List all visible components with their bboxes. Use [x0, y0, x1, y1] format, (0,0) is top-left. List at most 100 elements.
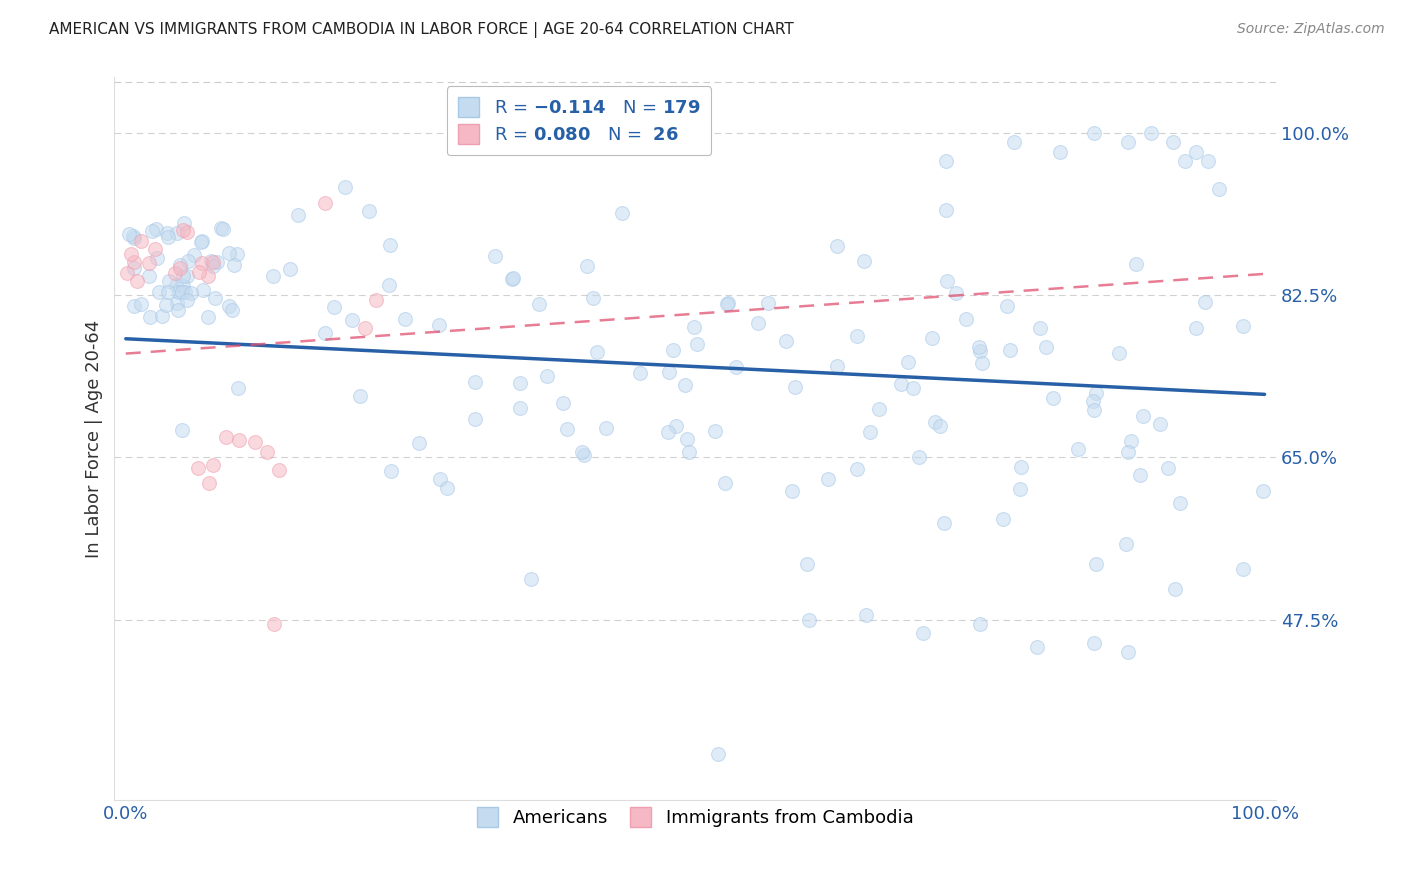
Point	[157, 285, 180, 299]
Point	[172, 423, 194, 437]
Point	[673, 378, 696, 392]
Point	[509, 376, 531, 390]
Point	[969, 343, 991, 358]
Point	[172, 268, 194, 283]
Point	[207, 255, 229, 269]
Point	[180, 285, 202, 300]
Point	[243, 435, 266, 450]
Point	[683, 319, 706, 334]
Point	[797, 613, 820, 627]
Point	[156, 226, 179, 240]
Point	[501, 272, 523, 286]
Point	[157, 274, 180, 288]
Point	[827, 359, 849, 374]
Point	[1028, 320, 1050, 334]
Point	[484, 249, 506, 263]
Point	[221, 302, 243, 317]
Point	[1002, 136, 1025, 150]
Point	[322, 300, 344, 314]
Point	[658, 365, 681, 379]
Point	[145, 242, 167, 256]
Point	[129, 296, 152, 310]
Point	[212, 221, 235, 235]
Point	[380, 237, 402, 252]
Point	[287, 208, 309, 222]
Point	[429, 472, 451, 486]
Point	[783, 380, 806, 394]
Point	[1139, 126, 1161, 140]
Point	[1085, 558, 1108, 572]
Point	[122, 231, 145, 245]
Point	[1025, 640, 1047, 655]
Point	[969, 617, 991, 632]
Point	[138, 256, 160, 270]
Point	[1010, 482, 1032, 496]
Point	[675, 432, 697, 446]
Point	[574, 448, 596, 462]
Point	[165, 277, 187, 292]
Point	[817, 471, 839, 485]
Point	[936, 274, 959, 288]
Point	[1119, 434, 1142, 449]
Point	[678, 444, 700, 458]
Point	[314, 195, 336, 210]
Point	[581, 291, 603, 305]
Point	[911, 626, 934, 640]
Point	[1157, 461, 1180, 475]
Point	[183, 248, 205, 262]
Point	[191, 283, 214, 297]
Point	[1085, 385, 1108, 400]
Point	[269, 462, 291, 476]
Point	[174, 285, 197, 299]
Text: AMERICAN VS IMMIGRANTS FROM CAMBODIA IN LABOR FORCE | AGE 20-64 CORRELATION CHAR: AMERICAN VS IMMIGRANTS FROM CAMBODIA IN …	[49, 22, 794, 38]
Point	[197, 475, 219, 490]
Point	[202, 259, 225, 273]
Point	[1208, 181, 1230, 195]
Point	[177, 254, 200, 268]
Point	[571, 445, 593, 459]
Point	[340, 313, 363, 327]
Point	[124, 299, 146, 313]
Point	[218, 300, 240, 314]
Point	[122, 261, 145, 276]
Point	[191, 234, 214, 248]
Point	[218, 246, 240, 260]
Point	[846, 461, 869, 475]
Point	[1129, 467, 1152, 482]
Point	[897, 355, 920, 369]
Point	[380, 464, 402, 478]
Point	[991, 511, 1014, 525]
Point	[201, 255, 224, 269]
Point	[868, 402, 890, 417]
Point	[665, 419, 688, 434]
Point	[156, 230, 179, 244]
Point	[167, 285, 190, 300]
Text: Source: ZipAtlas.com: Source: ZipAtlas.com	[1237, 22, 1385, 37]
Point	[122, 255, 145, 269]
Point	[907, 450, 929, 464]
Point	[148, 285, 170, 299]
Point	[1168, 496, 1191, 510]
Point	[146, 251, 169, 265]
Point	[945, 285, 967, 300]
Point	[191, 255, 214, 269]
Point	[928, 418, 950, 433]
Point	[1174, 153, 1197, 168]
Point	[1067, 442, 1090, 457]
Point	[226, 247, 249, 261]
Point	[630, 366, 652, 380]
Point	[197, 310, 219, 324]
Point	[1163, 136, 1185, 150]
Point	[176, 225, 198, 239]
Point	[955, 312, 977, 326]
Point	[747, 316, 769, 330]
Point	[758, 296, 780, 310]
Y-axis label: In Labor Force | Age 20-64: In Labor Force | Age 20-64	[86, 319, 103, 558]
Point	[222, 258, 245, 272]
Point	[1185, 321, 1208, 335]
Point	[935, 203, 957, 218]
Point	[555, 422, 578, 436]
Point	[436, 481, 458, 495]
Point	[780, 484, 803, 499]
Point	[585, 345, 607, 359]
